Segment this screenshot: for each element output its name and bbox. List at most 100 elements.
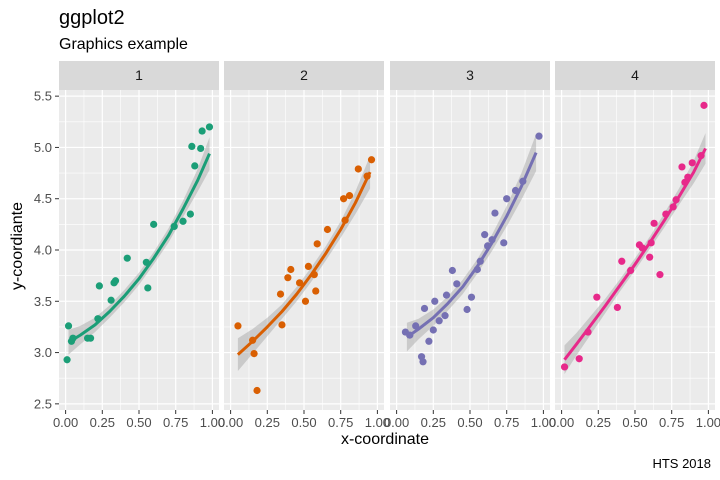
data-point (295, 279, 304, 287)
data-point (646, 253, 654, 261)
x-tick-label: 1.00 (531, 415, 556, 430)
data-point (503, 195, 511, 203)
facet-strip (555, 61, 715, 90)
data-point (63, 356, 71, 364)
data-point (188, 142, 196, 151)
chart-subtitle: Graphics example (59, 36, 188, 53)
data-point (278, 321, 286, 329)
facet-strip (390, 61, 550, 90)
data-point (191, 162, 199, 170)
x-tick-label: 0.00 (53, 415, 78, 430)
data-point (431, 297, 439, 305)
data-point (481, 231, 489, 239)
data-point (250, 349, 258, 358)
data-point (150, 220, 158, 228)
trend-line (406, 152, 538, 339)
data-point (429, 326, 437, 334)
data-point (420, 304, 429, 313)
data-point (678, 163, 686, 171)
facet-panel-2: 2 (224, 61, 384, 410)
x-axis: 0.00 0.25 0.50 0.75 1.000.00 0.25 0.50 0.75 1.00… (53, 410, 720, 430)
x-tick-label: 1.00 (365, 415, 390, 430)
facet-strip-label: 1 (135, 67, 143, 83)
data-point (345, 192, 354, 200)
data-point (700, 101, 708, 109)
facet-strip-label: 4 (631, 67, 639, 83)
data-point (463, 305, 471, 314)
x-axis-title: x-coordinate (341, 431, 429, 448)
x-tick-label: 0.75 (494, 415, 519, 430)
trend-line (563, 147, 707, 361)
data-point (425, 337, 433, 345)
y-tick-label: 3.5 (34, 294, 52, 309)
y-tick-label: 2.5 (34, 396, 52, 411)
x-tick-label: 0.75 (163, 415, 188, 430)
data-point (276, 290, 285, 298)
data-point (284, 274, 292, 282)
data-point (107, 296, 115, 304)
data-point (367, 156, 376, 164)
x-tick-label: 0.50 (622, 415, 647, 430)
x-tick-label: 0.00 (384, 415, 409, 430)
data-point (618, 257, 626, 265)
chart-caption: HTS 2018 (652, 456, 711, 471)
data-point (491, 209, 499, 217)
data-point (560, 363, 569, 371)
data-point (593, 293, 601, 301)
x-tick-label: 0.50 (291, 415, 316, 430)
data-point (304, 262, 313, 271)
data-point (64, 322, 73, 330)
data-point (323, 225, 332, 234)
data-point (535, 132, 543, 140)
facet-panels: 1 2 3 4 (59, 61, 715, 410)
x-tick-label: 0.50 (457, 415, 482, 430)
x-tick-label: 0.25 (90, 415, 115, 430)
data-point (650, 219, 658, 227)
data-point (123, 254, 131, 262)
facet-panel-4: 4 (555, 61, 715, 410)
data-point (287, 265, 295, 274)
x-tick-label: 0.00 (549, 415, 574, 430)
data-point (95, 282, 103, 290)
facet-strip-label: 3 (466, 67, 474, 83)
data-point (354, 165, 362, 173)
x-tick-label: 0.00 (218, 415, 243, 430)
data-point (234, 322, 242, 330)
data-point (340, 195, 348, 203)
chart-title: ggplot2 (59, 7, 125, 29)
x-tick-label: 1.00 (696, 415, 720, 430)
data-point (179, 217, 187, 225)
data-point (419, 358, 427, 366)
trend-line (236, 171, 372, 356)
data-point (313, 240, 321, 248)
data-point (198, 127, 206, 135)
x-tick-label: 0.50 (126, 415, 151, 430)
data-point (312, 287, 320, 295)
data-point (435, 317, 443, 325)
y-tick-label: 3.0 (34, 345, 52, 360)
y-tick-label: 5.5 (34, 89, 52, 104)
facet-strip-label: 2 (300, 67, 308, 83)
data-point (575, 355, 583, 363)
x-tick-label: 0.75 (328, 415, 353, 430)
data-point (186, 210, 194, 218)
x-tick-label: 0.25 (586, 415, 611, 430)
data-point (253, 386, 261, 395)
data-point (442, 291, 451, 299)
data-point (301, 297, 310, 305)
facet-panel-3: 3 (390, 61, 550, 410)
data-point (144, 284, 152, 292)
y-tick-label: 5.0 (34, 140, 52, 155)
confidence-ribbon (237, 155, 371, 371)
y-tick-label: 4.0 (34, 243, 52, 258)
facet-strip (59, 61, 219, 90)
facet-panel-1: 1 (59, 61, 219, 410)
data-point (500, 239, 508, 247)
x-tick-label: 0.25 (255, 415, 280, 430)
data-point (197, 144, 205, 153)
data-point (448, 266, 456, 275)
data-point (453, 280, 461, 288)
data-point (111, 277, 120, 285)
data-point (613, 303, 621, 312)
